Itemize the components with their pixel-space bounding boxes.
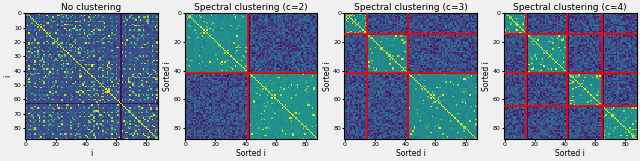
- Title: Spectral clustering (c=4): Spectral clustering (c=4): [513, 4, 627, 12]
- X-axis label: Sorted i: Sorted i: [556, 149, 585, 157]
- X-axis label: Sorted i: Sorted i: [236, 149, 266, 157]
- Y-axis label: Sorted i: Sorted i: [323, 61, 332, 91]
- Title: No clustering: No clustering: [61, 4, 122, 12]
- Title: Spectral clustering (c=3): Spectral clustering (c=3): [354, 4, 467, 12]
- Y-axis label: Sorted i: Sorted i: [163, 61, 172, 91]
- X-axis label: Sorted i: Sorted i: [396, 149, 426, 157]
- Title: Spectral clustering (c=2): Spectral clustering (c=2): [194, 4, 308, 12]
- X-axis label: i: i: [90, 149, 92, 157]
- Y-axis label: i: i: [3, 75, 12, 77]
- Y-axis label: Sorted i: Sorted i: [483, 61, 492, 91]
